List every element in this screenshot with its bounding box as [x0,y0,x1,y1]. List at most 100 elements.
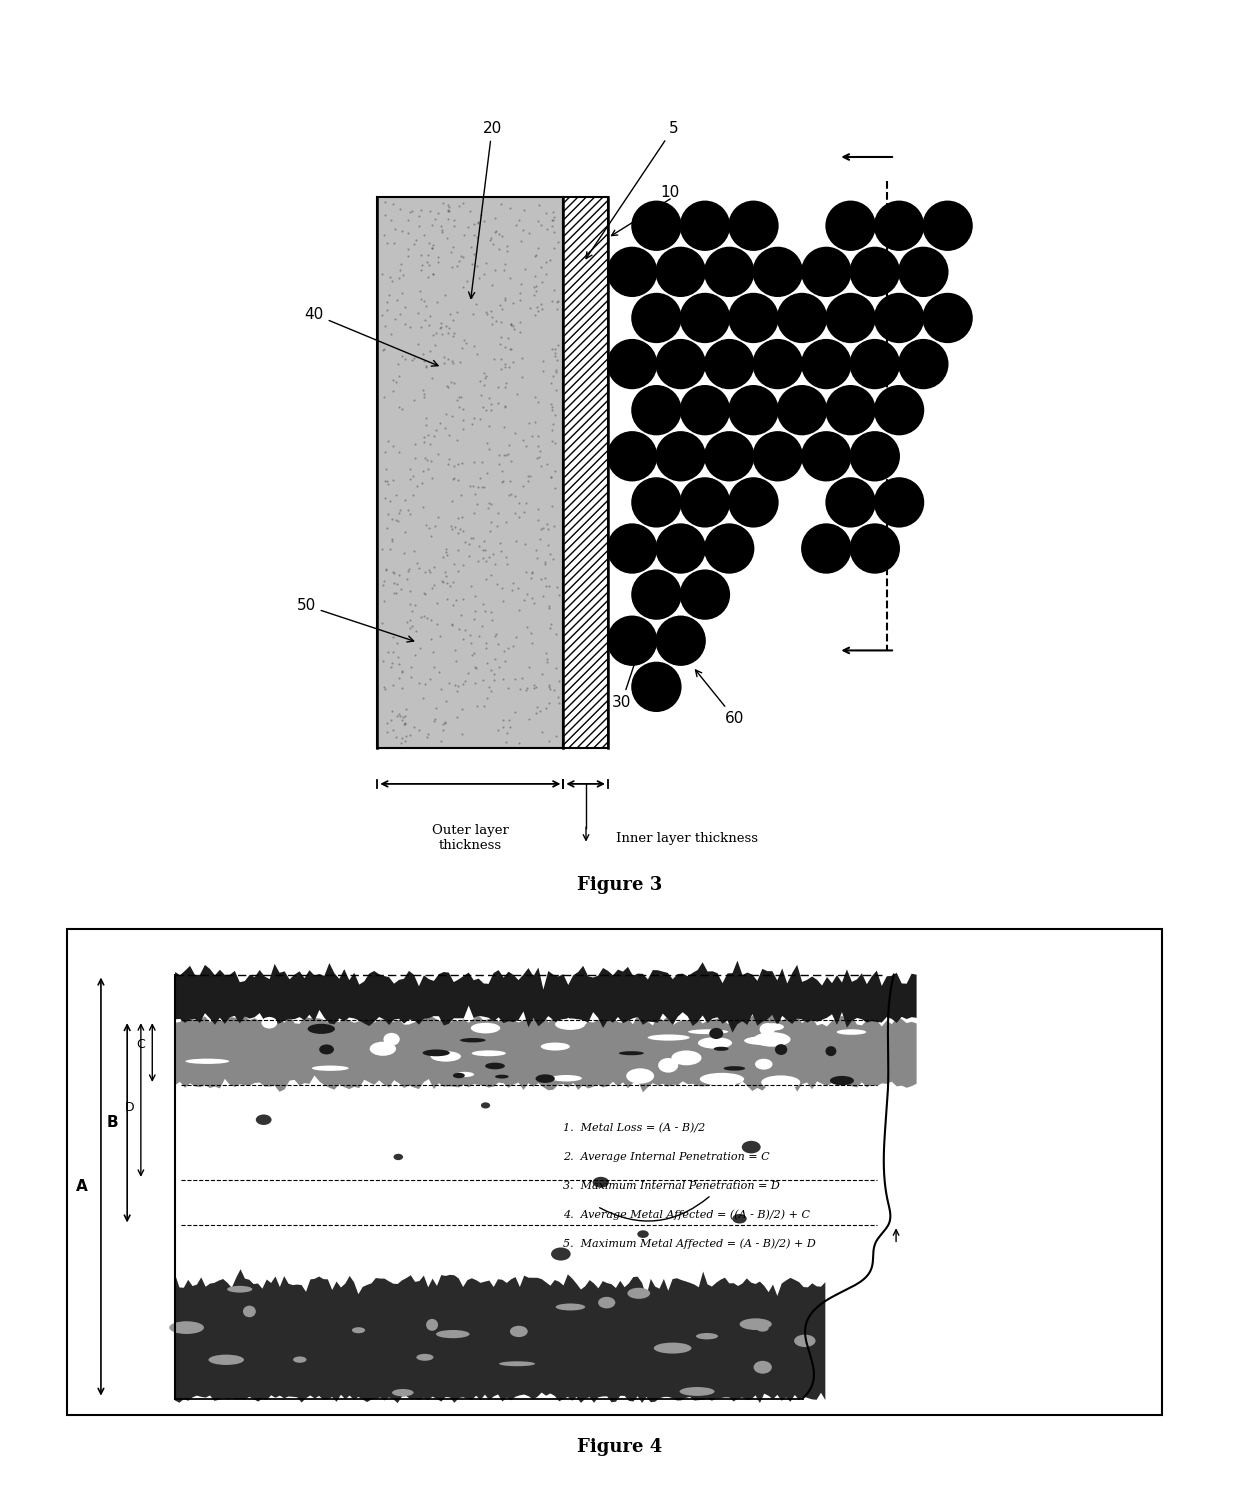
Point [450,517,470,541]
Point [476,250,496,274]
Point [474,210,494,234]
Point [381,709,401,733]
Point [422,366,441,389]
Point [445,515,465,539]
Point [481,392,501,416]
Point [446,589,466,613]
Circle shape [632,201,681,250]
Circle shape [874,386,924,434]
Point [460,473,480,497]
Point [506,213,526,237]
Point [445,638,465,662]
Point [484,542,503,566]
Point [501,313,521,337]
Point [516,490,536,514]
Point [505,700,525,724]
Point [392,220,412,244]
Point [470,407,490,431]
Point [470,370,490,394]
Text: Figure 3: Figure 3 [578,876,662,894]
Point [512,346,532,370]
Point [396,712,415,736]
Point [429,412,449,436]
Point [526,274,546,298]
Point [496,240,516,264]
Point [372,262,392,286]
Point [547,297,567,321]
Point [465,671,485,695]
Point [432,220,451,244]
Point [443,309,463,333]
Point [528,208,548,232]
Point [526,243,546,267]
Point [441,240,461,264]
Circle shape [729,386,777,434]
Point [419,424,439,448]
Point [387,572,407,596]
Point [453,671,472,695]
Point [408,301,428,325]
Point [464,641,484,665]
Point [415,581,435,605]
Point [489,718,508,742]
Point [469,210,489,234]
Point [541,391,560,415]
Point [517,581,537,605]
Point [415,446,435,470]
Point [427,590,446,614]
Point [475,367,495,391]
Point [541,370,560,394]
Point [527,695,547,719]
Point [465,599,485,623]
Point [536,201,556,225]
Point [532,270,552,294]
Point [449,559,469,583]
Ellipse shape [485,1062,505,1070]
Point [476,461,496,485]
Point [481,298,501,322]
Point [388,267,408,291]
Point [430,316,450,340]
Point [490,238,510,262]
Point [476,566,496,590]
Point [505,316,525,340]
Point [374,202,394,226]
Point [436,315,456,339]
Point [465,482,485,506]
Point [475,538,495,562]
Point [491,539,511,563]
Point [520,464,539,488]
Point [451,385,471,409]
Point [386,581,405,605]
Point [546,403,565,427]
Point [492,469,512,493]
Ellipse shape [455,1073,474,1077]
Point [425,207,445,231]
Point [405,593,425,617]
Point [398,499,418,523]
Point [453,416,472,440]
Point [471,204,491,228]
Point [453,505,472,529]
Point [433,569,453,593]
Point [424,572,444,596]
Point [495,649,515,673]
Point [467,694,487,718]
Point [412,243,432,267]
Point [494,667,513,691]
Point [494,258,513,282]
Point [374,677,394,701]
Point [537,647,557,671]
Point [541,464,560,488]
Point [384,571,404,595]
Point [424,424,444,448]
Circle shape [742,1141,760,1153]
Point [403,482,423,506]
Point [449,385,469,409]
Point [392,709,412,733]
Point [527,547,547,571]
Point [441,490,461,514]
Circle shape [899,340,947,388]
Point [496,252,516,276]
Point [454,328,474,352]
